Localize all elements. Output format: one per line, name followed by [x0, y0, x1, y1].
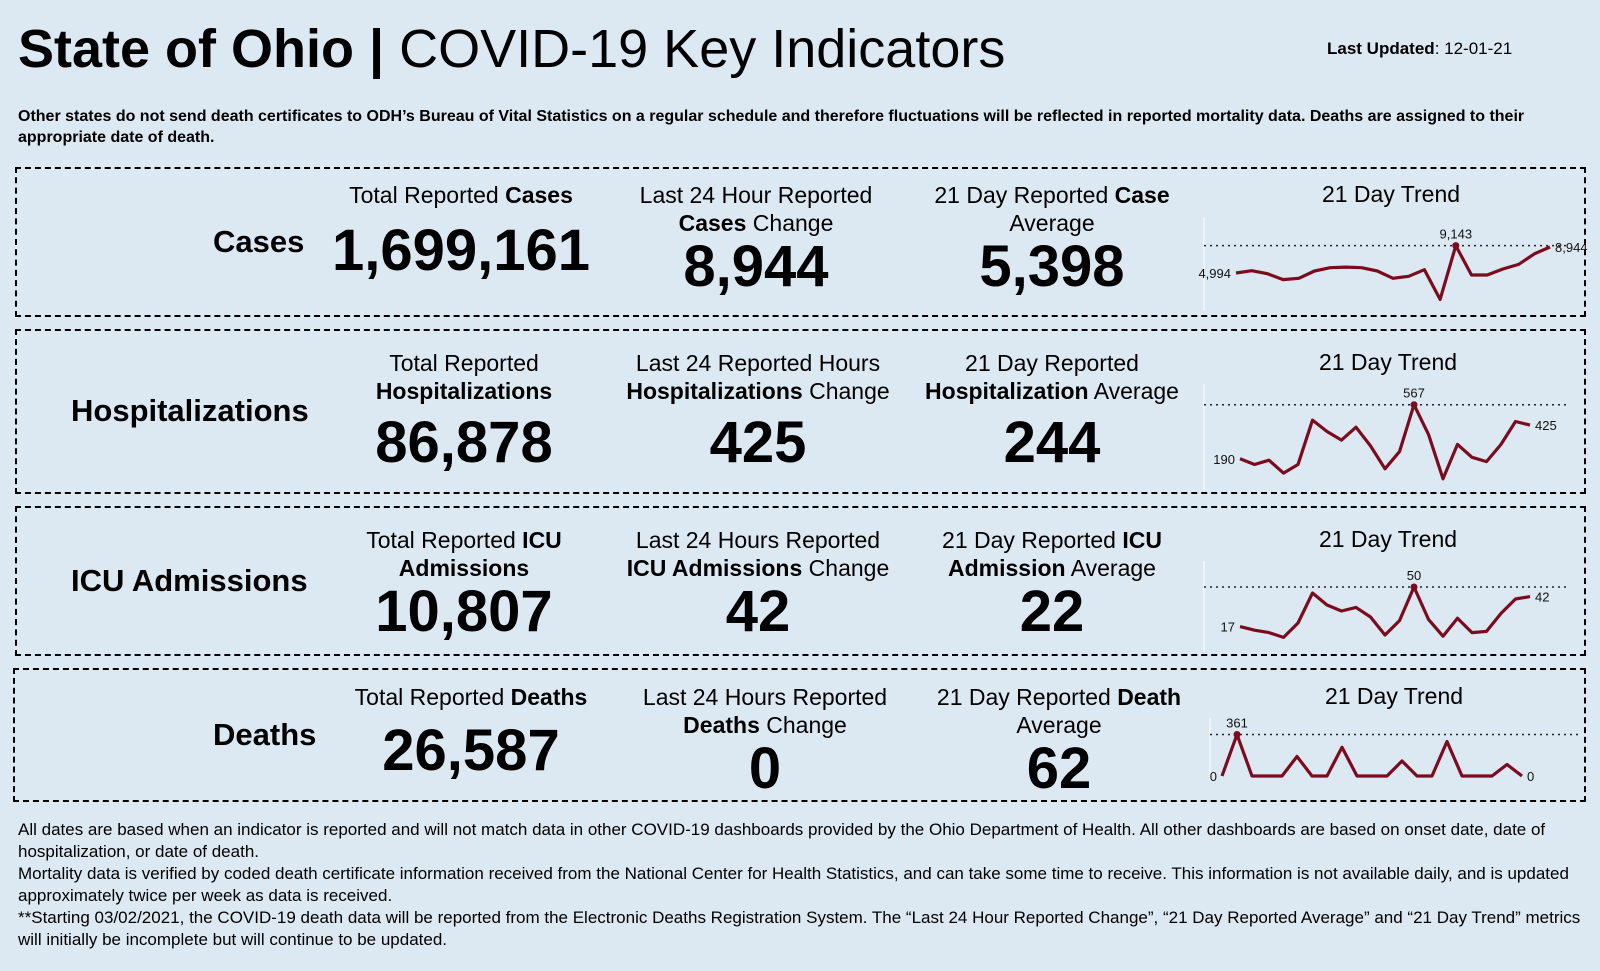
icu-admissions-trend-max-label: 50: [1407, 568, 1421, 583]
cases-total-header: Total Reported Cases: [349, 182, 573, 208]
last-updated-value: : 12-01-21: [1434, 39, 1513, 58]
footer-note-edrs: **Starting 03/02/2021, the COVID-19 deat…: [18, 908, 1581, 949]
hospitalizations-average-header: 21 Day Reported Hospitalization Average: [925, 350, 1179, 404]
icu-average-value: 22: [1019, 579, 1085, 644]
cases-change-metric: Last 24 Hour Reported Cases Change 8,944: [640, 181, 873, 297]
icu-admissions-trend-last-label: 42: [1535, 590, 1549, 605]
deaths-trend-line: [1220, 732, 1523, 778]
icu-admissions-trend-line: [1239, 585, 1531, 640]
cases-change-header: Last 24 Hour Reported Cases Change: [639, 182, 873, 236]
icu-panel: [15, 506, 1586, 656]
deaths-trend-max-label: 361: [1226, 715, 1248, 730]
hospitalizations-trend-max-label: 567: [1403, 386, 1425, 401]
cases-average-value: 5,398: [979, 234, 1125, 299]
cases-panel: [15, 167, 1586, 317]
deaths-change-value: 0: [748, 736, 782, 801]
hospitalizations-change-header: Last 24 Reported Hours Hospitalizations C…: [626, 350, 890, 404]
icu-row-label: ICU Admissions: [71, 563, 308, 598]
hospitalizations-trend-first-label: 190: [1213, 452, 1235, 467]
footer-note-dates: All dates are based when an indicator is…: [18, 820, 1546, 861]
deaths-trend-last-label: 0: [1527, 769, 1534, 784]
hospitalizations-change-value: 425: [709, 410, 807, 475]
cases-average-header: 21 Day Reported Case Average: [934, 182, 1170, 236]
hospitalizations-total-value: 86,878: [375, 410, 553, 475]
deaths-average-value: 62: [1026, 736, 1092, 801]
icu-change-metric: Last 24 Hours Reported ICU Admissions Cha…: [627, 526, 889, 642]
icu-total-metric: Total Reported ICU Admissions 10,807: [366, 526, 562, 642]
title-state: State of Ohio |: [18, 19, 385, 79]
deaths-trend-point: [1233, 730, 1241, 738]
deaths-change-metric: Last 24 Hours Reported Deaths Change 0: [643, 683, 887, 799]
last-updated-label: Last Updated: [1327, 39, 1435, 58]
icu-average-metric: 21 Day Reported ICU Admission Average 22: [942, 526, 1162, 642]
deaths-average-header: 21 Day Reported Death Average: [936, 684, 1182, 738]
deaths-panel: [13, 668, 1586, 802]
hospitalizations-average-metric: 21 Day Reported Hospitalization Average 2…: [925, 349, 1179, 473]
cases-trend-max-label: 9,143: [1440, 227, 1473, 242]
deaths-total-value: 26,587: [382, 718, 560, 783]
icu-admissions-trend-point: [1410, 583, 1418, 591]
cases-trend-title: 21 Day Trend: [1321, 181, 1461, 207]
cases-trend-first-label: 4,994: [1198, 266, 1231, 281]
hospitalizations-panel: [15, 329, 1586, 494]
footer-notes: All dates are based when an indicator is…: [18, 819, 1588, 951]
deaths-row-label: Deaths: [213, 717, 317, 752]
hospitalizations-trend-line: [1239, 403, 1531, 481]
hospitalizations-trend-chart: 190 567 425: [1203, 384, 1569, 490]
hospitalizations-total-header: Total Reported Hospitalizations: [375, 350, 553, 404]
page-title: State of Ohio | COVID-19 Key Indicators: [18, 18, 1005, 80]
icu-trend-title: 21 Day Trend: [1318, 526, 1458, 552]
icu-total-header: Total Reported ICU Admissions: [366, 527, 562, 581]
hospitalizations-trend-last-label: 425: [1535, 418, 1557, 433]
hospitalizations-total-metric: Total Reported Hospitalizations 86,878: [375, 349, 552, 473]
mortality-note: Other states do not send death certifica…: [18, 108, 1525, 146]
cases-total-metric: Total Reported Cases 1,699,161: [332, 181, 590, 281]
hospitalizations-average-value: 244: [1003, 410, 1101, 475]
icu-change-header: Last 24 Hours Reported ICU Admissions Cha…: [626, 527, 890, 581]
hospitalizations-trend-title: 21 Day Trend: [1318, 349, 1458, 375]
cases-row-label: Cases: [213, 224, 305, 259]
deaths-average-metric: 21 Day Reported Death Average 62: [937, 683, 1181, 799]
last-updated: Last Updated: 12-01-21: [1327, 39, 1512, 59]
cases-trend-chart: 4,994 9,143 8,944: [1198, 218, 1588, 310]
footer-note-mortality: Mortality data is verified by coded deat…: [18, 864, 1569, 905]
deaths-total-header: Total Reported Deaths: [354, 684, 588, 710]
icu-total-value: 10,807: [375, 579, 553, 644]
deaths-trend-first-label: 0: [1210, 769, 1217, 784]
icu-average-header: 21 Day Reported ICU Admission Average: [942, 527, 1162, 581]
cases-trend-last-label: 8,944: [1555, 240, 1588, 255]
cases-trend-point: [1452, 242, 1460, 250]
title-subject: COVID-19 Key Indicators: [384, 19, 1006, 79]
hospitalizations-change-metric: Last 24 Reported Hours Hospitalizations C…: [626, 349, 889, 473]
deaths-trend-title: 21 Day Trend: [1324, 683, 1464, 709]
cases-change-value: 8,944: [683, 234, 829, 299]
deaths-total-metric: Total Reported Deaths 26,587: [355, 683, 588, 781]
cases-trend-line: [1235, 244, 1551, 302]
cases-total-value: 1,699,161: [331, 218, 591, 283]
icu-admissions-trend-first-label: 17: [1221, 620, 1235, 635]
hospitalizations-trend-point: [1410, 401, 1418, 409]
icu-change-value: 42: [725, 579, 791, 644]
icu-trend-chart: 17 50 42: [1203, 561, 1569, 651]
deaths-change-header: Last 24 Hours Reported Deaths Change: [642, 684, 888, 738]
deaths-trend-chart: 0 361 0: [1209, 715, 1580, 784]
hospitalizations-row-label: Hospitalizations: [71, 393, 309, 428]
cases-average-metric: 21 Day Reported Case Average 5,398: [934, 181, 1169, 297]
